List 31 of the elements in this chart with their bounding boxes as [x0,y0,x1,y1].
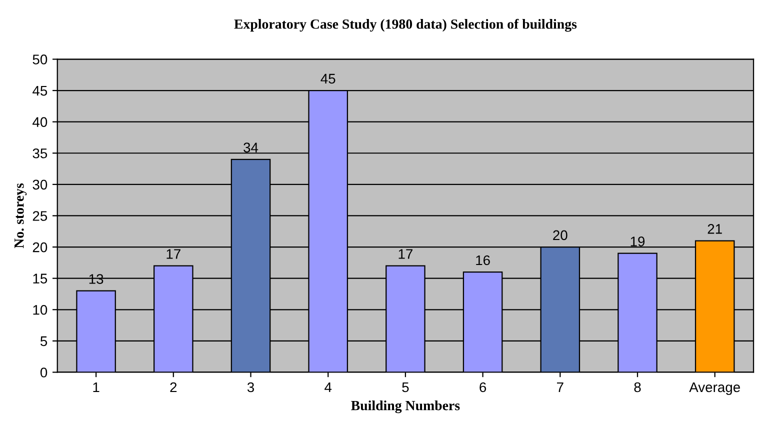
x-tick-label: 8 [634,382,641,392]
y-tick-label: 20 [32,242,48,252]
chart-title: Exploratory Case Study (1980 data) Selection of buildings [234,18,577,32]
data-label: 19 [630,236,645,246]
y-tick-label: 0 [40,368,48,378]
y-tick-label: 5 [40,336,48,346]
data-label: 21 [708,224,722,234]
x-tick-label: 4 [324,382,332,392]
data-label: 17 [398,249,412,259]
y-tick-label: 30 [32,180,48,190]
y-tick-label: 50 [32,54,48,64]
data-label: 45 [320,74,336,84]
y-tick-label: 40 [32,117,48,127]
y-tick-label: 25 [32,211,48,221]
x-tick-label: 2 [170,382,177,392]
x-tick-label: 5 [402,382,409,392]
x-tick-label: 1 [93,382,100,392]
x-tick-label: 6 [480,382,486,392]
x-tick-label: 7 [557,382,564,392]
data-label: 16 [476,255,490,266]
y-tick-label: 15 [33,274,48,284]
y-tick-label: 10 [33,304,48,315]
data-label: 34 [244,142,258,152]
x-tick-label: Average [689,382,740,395]
y-tick-label: 35 [32,148,48,158]
y-tick-label: 45 [32,86,48,96]
x-tick-label: 3 [247,382,254,392]
y-axis-title: No. storeys [14,183,27,248]
data-label: 20 [553,230,568,240]
data-label: 17 [166,249,180,259]
x-axis-title: Building Numbers [351,400,460,414]
